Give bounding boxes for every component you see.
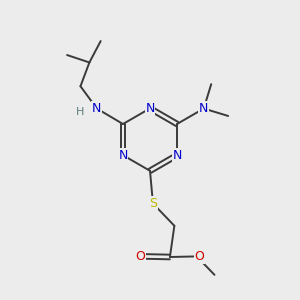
Text: O: O — [135, 250, 145, 263]
Text: O: O — [195, 250, 205, 263]
Text: N: N — [118, 149, 128, 162]
Text: N: N — [145, 102, 155, 115]
Text: H: H — [76, 106, 85, 116]
Text: N: N — [172, 149, 182, 162]
Text: N: N — [199, 102, 208, 115]
Text: S: S — [149, 197, 157, 210]
Text: N: N — [92, 102, 101, 115]
